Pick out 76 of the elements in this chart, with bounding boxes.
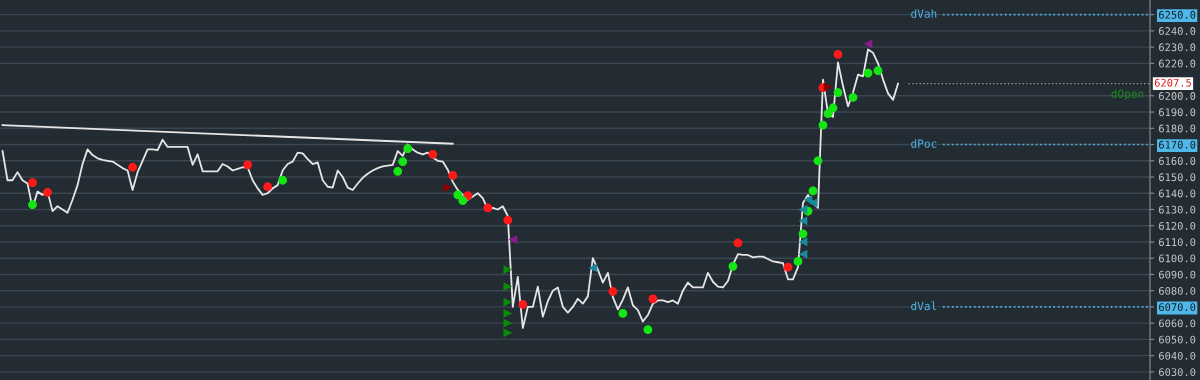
y-tick-label: 6200.0 [1159, 92, 1196, 100]
y-tick-label: 6250.0 [1159, 10, 1196, 19]
point [503, 215, 513, 225]
point [403, 144, 413, 153]
y-tick-label: 6040.0 [1159, 351, 1196, 360]
point [643, 325, 653, 335]
y-tick-label: 6130.0 [1159, 205, 1196, 214]
point [863, 39, 873, 49]
point [278, 175, 288, 185]
y-tick-label: 6170.0 [1159, 140, 1196, 149]
point [873, 66, 883, 76]
y-tick-label: 6230.0 [1159, 43, 1196, 52]
point [428, 149, 438, 159]
point [503, 318, 513, 328]
y-tick-label: 6080.0 [1159, 286, 1196, 295]
point [813, 156, 823, 166]
point [503, 282, 513, 292]
point [618, 309, 628, 318]
y-tick-label: 6240.0 [1159, 27, 1196, 35]
point [848, 93, 858, 102]
point [503, 309, 513, 318]
ref-line-label: dVal [911, 301, 937, 311]
point [648, 294, 658, 304]
point [798, 237, 808, 247]
point [833, 50, 843, 59]
y-tick-label: 6100.0 [1159, 254, 1196, 263]
point [823, 109, 833, 119]
point [448, 170, 458, 180]
y-tick-label: 6180.0 [1159, 124, 1196, 133]
point [798, 249, 808, 259]
point [823, 82, 833, 92]
point [783, 262, 793, 272]
ref-line-label: dPoc [911, 139, 937, 148]
point [483, 203, 493, 213]
ref-line-label: 6207.5 [1154, 78, 1191, 87]
point [263, 182, 273, 192]
point [588, 263, 598, 273]
y-tick-label: 6220.0 [1159, 59, 1196, 68]
point [798, 229, 808, 239]
y-tick-label: 6050.0 [1159, 335, 1196, 344]
point [833, 88, 843, 97]
point [393, 166, 403, 176]
point [733, 238, 743, 248]
point [43, 188, 52, 197]
point [128, 162, 137, 172]
point [863, 68, 873, 78]
ref-line-label: dVah [911, 9, 937, 18]
point [798, 216, 808, 226]
y-tick-label: 6160.0 [1159, 157, 1196, 165]
point [458, 196, 468, 205]
y-tick-label: 6150.0 [1159, 173, 1196, 182]
point [28, 178, 37, 188]
point [243, 160, 253, 170]
point [503, 297, 513, 307]
y-tick-label: 6060.0 [1159, 319, 1196, 328]
point [828, 103, 838, 113]
point [28, 200, 37, 210]
y-tick-label: 6070.0 [1159, 303, 1196, 312]
y-tick-label: 6030.0 [1159, 368, 1196, 377]
point [518, 300, 528, 309]
text: dOpen [1111, 89, 1144, 101]
point [398, 157, 408, 166]
point [503, 328, 513, 338]
point [503, 265, 513, 274]
y-tick-label: 6090.0 [1159, 270, 1196, 279]
y-tick-label: 6110.0 [1159, 238, 1196, 247]
y-tick-label: 6140.0 [1159, 189, 1196, 198]
point [443, 183, 453, 192]
point [793, 257, 803, 266]
point [728, 261, 738, 271]
point [818, 120, 828, 130]
y-tick-label: 6190.0 [1159, 108, 1196, 117]
point [808, 186, 818, 196]
point [508, 235, 518, 244]
y-tick-label: 6120.0 [1159, 221, 1196, 230]
point [608, 287, 618, 296]
